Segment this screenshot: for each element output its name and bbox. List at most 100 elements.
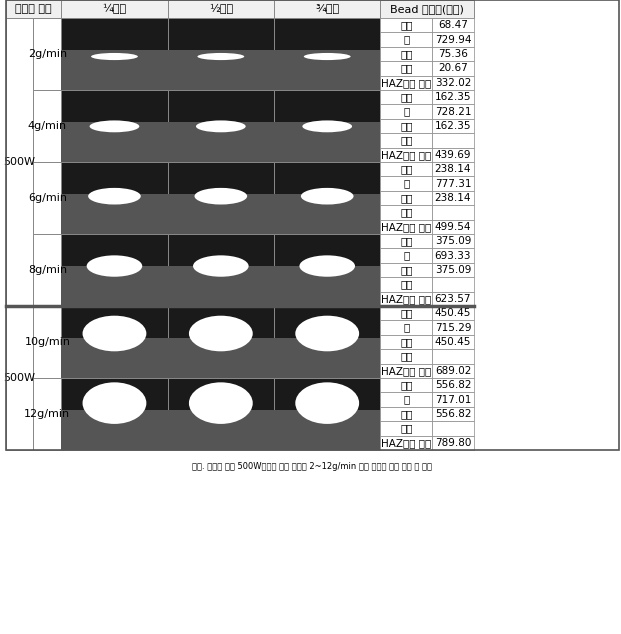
Text: 깊이: 깊이 (400, 63, 412, 74)
Bar (274, 0, 381, 18)
Bar (168, 0, 274, 18)
Ellipse shape (189, 316, 253, 351)
Text: 2g/min: 2g/min (28, 49, 67, 59)
Bar (34, 18, 61, 90)
Text: 두께: 두께 (400, 121, 412, 131)
Text: 375.09: 375.09 (435, 265, 471, 275)
Bar (381, 148, 432, 162)
Text: 폭: 폭 (403, 394, 409, 404)
Bar (274, 339, 381, 378)
Bar (381, 407, 432, 421)
Text: 689.02: 689.02 (435, 366, 471, 376)
Bar (274, 122, 381, 162)
Bar (274, 50, 381, 90)
Text: HAZ포함 높이: HAZ포함 높이 (381, 78, 432, 87)
Bar (168, 306, 274, 378)
Text: 두께: 두께 (400, 265, 412, 275)
Text: 375.09: 375.09 (435, 236, 471, 246)
Bar (432, 32, 474, 47)
Ellipse shape (87, 256, 142, 276)
Bar (381, 364, 432, 378)
Text: 깊이: 깊이 (400, 351, 412, 361)
Bar (168, 50, 274, 90)
Ellipse shape (301, 188, 353, 205)
Bar (432, 90, 474, 105)
Text: 프린팅 조건: 프린팅 조건 (15, 4, 52, 14)
Bar (274, 378, 381, 450)
Ellipse shape (89, 120, 139, 133)
Bar (61, 0, 168, 18)
Text: 두께: 두께 (400, 193, 412, 203)
Ellipse shape (88, 188, 141, 205)
Text: 깊이: 깊이 (400, 280, 412, 289)
Bar (381, 105, 432, 119)
Text: 162.35: 162.35 (435, 92, 471, 102)
Bar (432, 407, 474, 421)
Bar (432, 421, 474, 436)
Text: HAZ포함 높이: HAZ포함 높이 (381, 438, 432, 448)
Text: ¼지점: ¼지점 (102, 4, 127, 14)
Bar (34, 378, 61, 450)
Bar (381, 119, 432, 133)
Bar (432, 148, 474, 162)
Text: 높이: 높이 (400, 380, 412, 390)
Bar (432, 191, 474, 205)
Bar (381, 263, 432, 277)
Bar (34, 162, 61, 234)
Ellipse shape (189, 382, 253, 424)
Bar (61, 18, 168, 90)
Bar (6, 0, 619, 450)
Bar (61, 378, 168, 450)
Text: 729.94: 729.94 (435, 35, 471, 44)
Bar (61, 122, 168, 162)
Text: 12g/min: 12g/min (24, 409, 70, 419)
Text: 8g/min: 8g/min (28, 265, 67, 275)
Text: ¾지점: ¾지점 (315, 4, 339, 14)
Text: 332.02: 332.02 (435, 78, 471, 87)
Bar (61, 339, 168, 378)
Ellipse shape (302, 120, 352, 133)
Text: Bead 형상값(평균): Bead 형상값(평균) (390, 4, 464, 14)
Bar (381, 133, 432, 148)
Text: 556.82: 556.82 (435, 380, 471, 390)
Text: 깊이: 깊이 (400, 207, 412, 217)
Ellipse shape (91, 53, 138, 60)
Bar (274, 195, 381, 234)
Text: 75.36: 75.36 (438, 49, 468, 59)
Text: 높이: 높이 (400, 164, 412, 174)
Ellipse shape (196, 120, 246, 133)
Bar (381, 191, 432, 205)
Ellipse shape (304, 53, 351, 60)
Text: 777.31: 777.31 (435, 179, 471, 188)
Bar (274, 410, 381, 450)
Text: 두께: 두께 (400, 337, 412, 347)
Bar (168, 162, 274, 234)
Bar (61, 306, 168, 378)
Text: 높이: 높이 (400, 92, 412, 102)
Bar (168, 410, 274, 450)
Bar (274, 266, 381, 306)
Text: 500W: 500W (4, 157, 35, 167)
Text: 4g/min: 4g/min (28, 121, 67, 131)
Text: 높이: 높이 (400, 236, 412, 246)
Bar (168, 339, 274, 378)
Bar (432, 335, 474, 349)
Text: 499.54: 499.54 (435, 222, 471, 232)
Bar (432, 105, 474, 119)
Bar (381, 0, 474, 18)
Bar (61, 50, 168, 90)
Bar (274, 18, 381, 90)
Bar (432, 436, 474, 450)
Bar (34, 90, 61, 162)
Bar (61, 162, 168, 234)
Bar (6, 306, 34, 450)
Bar (168, 90, 274, 162)
Text: 높이: 높이 (400, 308, 412, 318)
Bar (381, 249, 432, 263)
Bar (381, 421, 432, 436)
Text: 6g/min: 6g/min (28, 193, 67, 203)
Text: 500W: 500W (4, 373, 35, 383)
Bar (6, 18, 34, 306)
Bar (381, 349, 432, 364)
Ellipse shape (83, 316, 147, 351)
